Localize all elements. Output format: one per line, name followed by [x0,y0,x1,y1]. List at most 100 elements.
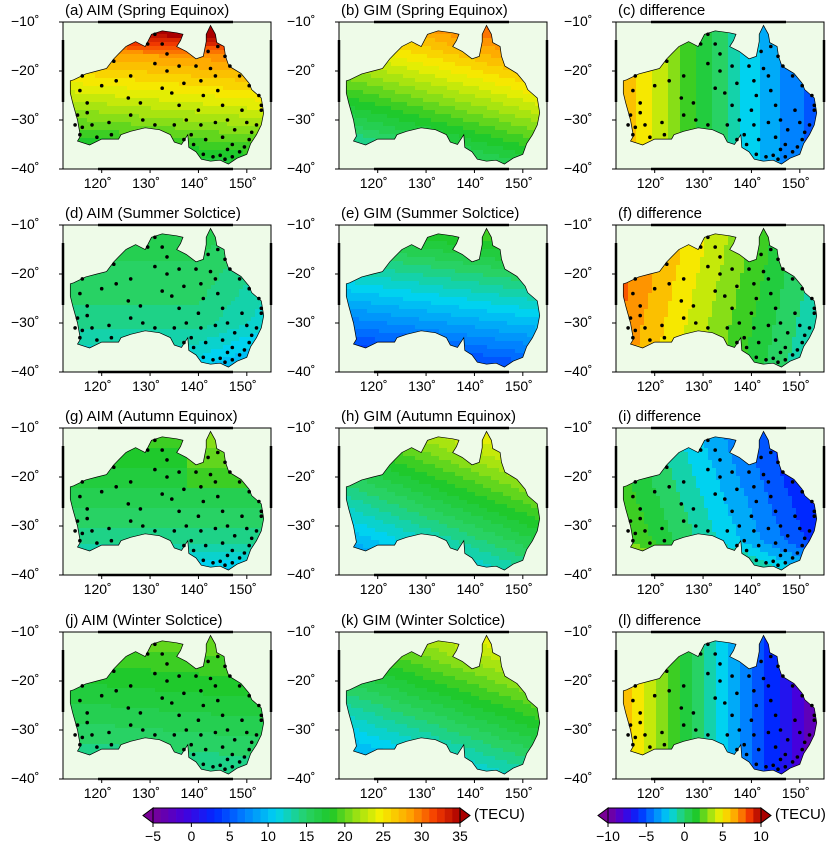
station-dot [660,121,664,125]
station-dot [247,748,251,752]
station-dot [194,64,198,68]
lat-tick-label: −40˚ [287,567,315,582]
station-dot [762,67,766,71]
station-dot [218,357,222,361]
station-dot [667,282,671,286]
station-dot [226,351,230,355]
station-dot [631,133,635,137]
station-dot [153,62,157,66]
station-dot [199,529,203,533]
station-dot [95,541,99,545]
station-dot [112,465,116,469]
station-dot [182,544,186,548]
station-dot [85,507,89,511]
station-dot [762,677,766,681]
station-dot [170,497,174,501]
station-dot [779,118,783,122]
station-dot [771,560,775,564]
station-dot [767,324,771,328]
station-dot [626,326,630,330]
station-dot [774,307,778,311]
station-dot [793,514,797,518]
station-dot [755,153,759,157]
station-dot [726,529,730,533]
station-dot [752,326,756,330]
station-dot [798,527,802,531]
station-dot [209,677,213,681]
station-dot [223,461,227,465]
station-dot [177,64,181,68]
station-dot [738,524,742,528]
station-dot [165,255,169,259]
station-dot [160,652,164,656]
station-dot [653,694,657,698]
station-dot [202,356,206,360]
station-dot [771,154,775,158]
lat-tick-label: −30˚ [564,315,592,330]
station-dot [682,723,686,727]
station-dot [139,101,143,105]
station-dot [100,694,104,698]
station-dot [730,674,734,678]
lon-tick-label: 130˚ [132,582,160,597]
station-dot [796,348,800,352]
station-dot [76,113,80,117]
station-dot [784,346,788,350]
station-dot [786,128,790,132]
station-dot [759,253,763,257]
station-dot [223,767,227,771]
lat-tick-label: −20˚ [287,673,315,688]
lat-tick-label: −40˚ [11,364,39,379]
station-dot [706,643,710,647]
station-dot [78,495,82,499]
station-dot [177,267,181,271]
lon-tick-label: 120˚ [637,582,665,597]
panel-title: (g) AIM (Autumn Equinox) [63,408,240,426]
station-dot [682,316,686,320]
station-dot [776,461,780,465]
station-dot [100,287,104,291]
station-dot [629,723,633,727]
station-dot [643,529,647,533]
station-dot [784,561,788,565]
station-dot [776,563,780,567]
station-dot [243,551,247,555]
station-dot [214,277,218,281]
lat-tick-label: −10˚ [11,420,39,435]
lon-tick-label: 130˚ [685,786,713,801]
station-dot [153,265,157,269]
station-dot [776,55,780,59]
station-dot [634,736,638,740]
station-dot [247,694,251,698]
lon-tick-label: 140˚ [733,176,761,191]
panel-title: (h) GIM (Autumn Equinox) [339,408,518,426]
station-dot [718,475,722,479]
lon-tick-label: 120˚ [84,582,112,597]
station-dot [786,534,790,538]
station-dot [192,549,196,553]
station-dot [663,743,667,747]
station-dot [800,287,804,291]
station-dot [798,121,802,125]
lat-tick-label: −30˚ [287,112,315,127]
station-dot [177,307,181,311]
station-dot [735,692,739,696]
station-dot [747,64,751,68]
station-dot [784,143,788,147]
station-dot [808,123,812,127]
station-dot [231,753,235,757]
station-dot [706,265,710,269]
station-dot [78,89,82,93]
station-dot [779,524,783,528]
station-dot [206,50,210,54]
station-dot [810,500,814,504]
lat-tick-label: −30˚ [564,112,592,127]
station-dot [723,294,727,298]
station-dot [247,84,251,88]
station-dot [742,133,746,137]
lon-tick-label: 120˚ [360,379,388,394]
station-dot [226,524,230,528]
station-dot [177,510,181,514]
station-dot [245,731,249,735]
station-dot [139,507,143,511]
